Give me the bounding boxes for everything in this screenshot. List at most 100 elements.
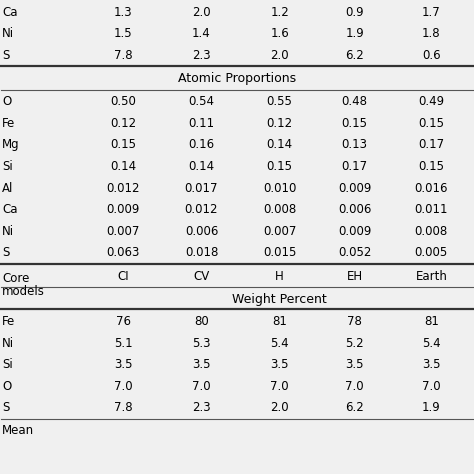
Text: 0.006: 0.006 — [185, 225, 218, 237]
Text: 3.5: 3.5 — [422, 358, 441, 371]
Text: 0.016: 0.016 — [415, 182, 448, 194]
Text: 3.5: 3.5 — [270, 358, 289, 371]
Text: O: O — [2, 95, 12, 108]
Text: 0.50: 0.50 — [110, 95, 136, 108]
Text: CI: CI — [118, 270, 129, 283]
Text: 76: 76 — [116, 315, 131, 328]
Text: 1.3: 1.3 — [114, 6, 133, 18]
Text: 1.4: 1.4 — [192, 27, 211, 40]
Text: 0.49: 0.49 — [418, 95, 445, 108]
Text: 0.015: 0.015 — [263, 246, 296, 259]
Text: Ni: Ni — [2, 225, 15, 237]
Text: H: H — [275, 270, 284, 283]
Text: 81: 81 — [272, 315, 287, 328]
Text: Al: Al — [2, 182, 14, 194]
Text: 0.006: 0.006 — [338, 203, 371, 216]
Text: 0.14: 0.14 — [266, 138, 293, 151]
Text: 0.17: 0.17 — [341, 160, 368, 173]
Text: 1.8: 1.8 — [422, 27, 441, 40]
Text: 2.0: 2.0 — [270, 49, 289, 62]
Text: 1.9: 1.9 — [422, 401, 441, 414]
Text: 0.052: 0.052 — [338, 246, 371, 259]
Text: 0.11: 0.11 — [188, 117, 215, 130]
Text: 0.14: 0.14 — [110, 160, 137, 173]
Text: 0.011: 0.011 — [415, 203, 448, 216]
Text: S: S — [2, 246, 10, 259]
Text: 78: 78 — [347, 315, 362, 328]
Text: 0.007: 0.007 — [107, 225, 140, 237]
Text: Mg: Mg — [2, 138, 20, 151]
Text: Fe: Fe — [2, 117, 16, 130]
Text: 0.16: 0.16 — [188, 138, 215, 151]
Text: S: S — [2, 401, 10, 414]
Text: 0.017: 0.017 — [185, 182, 218, 194]
Text: Mean: Mean — [2, 425, 35, 438]
Text: 5.4: 5.4 — [270, 337, 289, 350]
Text: 81: 81 — [424, 315, 439, 328]
Text: models: models — [2, 285, 45, 298]
Text: 0.009: 0.009 — [338, 225, 371, 237]
Text: 0.15: 0.15 — [110, 138, 136, 151]
Text: 1.2: 1.2 — [270, 6, 289, 18]
Text: 0.12: 0.12 — [110, 117, 137, 130]
Text: 0.007: 0.007 — [263, 225, 296, 237]
Text: 2.3: 2.3 — [192, 49, 211, 62]
Text: 0.012: 0.012 — [185, 203, 218, 216]
Text: Fe: Fe — [2, 315, 16, 328]
Text: O: O — [2, 380, 12, 393]
Text: 3.5: 3.5 — [192, 358, 211, 371]
Text: 6.2: 6.2 — [345, 49, 364, 62]
Text: 0.009: 0.009 — [338, 182, 371, 194]
Text: 0.018: 0.018 — [185, 246, 218, 259]
Text: 2.0: 2.0 — [192, 6, 211, 18]
Text: 5.4: 5.4 — [422, 337, 441, 350]
Text: 0.48: 0.48 — [342, 95, 367, 108]
Text: Si: Si — [2, 160, 13, 173]
Text: 0.17: 0.17 — [418, 138, 445, 151]
Text: CV: CV — [193, 270, 210, 283]
Text: 0.54: 0.54 — [189, 95, 214, 108]
Text: 80: 80 — [194, 315, 209, 328]
Text: 2.0: 2.0 — [270, 401, 289, 414]
Text: 0.012: 0.012 — [107, 182, 140, 194]
Text: Ni: Ni — [2, 27, 15, 40]
Text: 1.7: 1.7 — [422, 6, 441, 18]
Text: 0.063: 0.063 — [107, 246, 140, 259]
Text: 1.5: 1.5 — [114, 27, 133, 40]
Text: 1.6: 1.6 — [270, 27, 289, 40]
Text: 6.2: 6.2 — [345, 401, 364, 414]
Text: Earth: Earth — [415, 270, 447, 283]
Text: 7.8: 7.8 — [114, 49, 133, 62]
Text: Weight Percent: Weight Percent — [232, 293, 327, 306]
Text: 7.8: 7.8 — [114, 401, 133, 414]
Text: 7.0: 7.0 — [114, 380, 133, 393]
Text: EH: EH — [346, 270, 363, 283]
Text: 0.009: 0.009 — [107, 203, 140, 216]
Text: 3.5: 3.5 — [345, 358, 364, 371]
Text: 0.15: 0.15 — [342, 117, 367, 130]
Text: 7.0: 7.0 — [270, 380, 289, 393]
Text: S: S — [2, 49, 10, 62]
Text: 0.15: 0.15 — [419, 117, 444, 130]
Text: 0.008: 0.008 — [415, 225, 448, 237]
Text: 5.3: 5.3 — [192, 337, 211, 350]
Text: Ca: Ca — [2, 203, 18, 216]
Text: 0.14: 0.14 — [188, 160, 215, 173]
Text: 7.0: 7.0 — [422, 380, 441, 393]
Text: 0.55: 0.55 — [267, 95, 292, 108]
Text: 2.3: 2.3 — [192, 401, 211, 414]
Text: 3.5: 3.5 — [114, 358, 133, 371]
Text: 0.13: 0.13 — [342, 138, 367, 151]
Text: 0.15: 0.15 — [267, 160, 292, 173]
Text: 0.12: 0.12 — [266, 117, 293, 130]
Text: 0.9: 0.9 — [345, 6, 364, 18]
Text: 0.005: 0.005 — [415, 246, 448, 259]
Text: 1.9: 1.9 — [345, 27, 364, 40]
Text: Si: Si — [2, 358, 13, 371]
Text: 0.6: 0.6 — [422, 49, 441, 62]
Text: Ni: Ni — [2, 337, 15, 350]
Text: 7.0: 7.0 — [345, 380, 364, 393]
Text: 7.0: 7.0 — [192, 380, 211, 393]
Text: 0.010: 0.010 — [263, 182, 296, 194]
Text: Core: Core — [2, 273, 30, 285]
